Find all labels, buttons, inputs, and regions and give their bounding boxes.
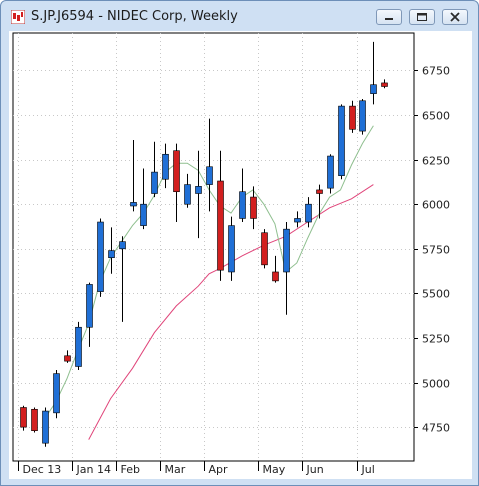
x-tick-label: May xyxy=(263,463,286,476)
candle-up xyxy=(206,166,213,185)
candle-up xyxy=(283,228,290,273)
title-bar[interactable]: S.JP.J6594 - NIDEC Corp, Weekly xyxy=(1,1,478,31)
candle-down xyxy=(381,82,388,87)
y-tick-label: 4750 xyxy=(422,422,450,435)
x-tick-label: Dec 13 xyxy=(23,463,62,476)
x-tick-label: Apr xyxy=(209,463,229,476)
candle-up xyxy=(338,105,345,176)
candle-down xyxy=(173,150,180,193)
candlestick-chart[interactable]: 4750 5000 5250 5500 5750 6000 6250 6500 6750 Dec … xyxy=(9,31,472,479)
y-tick-label: 5500 xyxy=(422,288,450,301)
candle-down xyxy=(316,189,323,194)
candle-up xyxy=(239,191,246,219)
candle-down xyxy=(261,232,268,266)
candle-up xyxy=(195,186,202,194)
candle-down xyxy=(31,408,38,431)
candle-up xyxy=(108,250,115,258)
y-tick-label: 6500 xyxy=(422,110,450,123)
candlestick-app-icon xyxy=(11,10,25,24)
candle-up xyxy=(42,410,49,444)
candle-up xyxy=(228,225,235,273)
y-tick-label: 6750 xyxy=(422,65,450,78)
candle-up xyxy=(130,202,137,207)
candle-up xyxy=(327,155,334,189)
x-tick-label: Mar xyxy=(165,463,186,476)
y-tick-label: 6000 xyxy=(422,199,450,212)
candle-up xyxy=(97,221,104,292)
candle-up xyxy=(140,203,147,226)
close-button[interactable] xyxy=(442,9,468,25)
candle-down xyxy=(349,105,356,130)
window-title: S.JP.J6594 - NIDEC Corp, Weekly xyxy=(31,9,238,24)
candle-up xyxy=(75,326,82,367)
y-tick-label: 5000 xyxy=(422,378,450,391)
candle-down xyxy=(250,196,257,219)
y-tick-label: 6250 xyxy=(422,155,450,168)
candle-up xyxy=(370,84,377,94)
close-icon xyxy=(450,12,460,22)
candle-down xyxy=(272,271,279,282)
candle-up xyxy=(184,184,191,205)
chart-area[interactable]: 4750 5000 5250 5500 5750 6000 6250 6500 6750 Dec … xyxy=(9,31,472,479)
plot-frame xyxy=(12,32,415,462)
candle-up xyxy=(86,284,93,328)
x-tick-label: Jun xyxy=(306,463,324,476)
x-tick-label: Feb xyxy=(121,463,140,476)
maximize-icon xyxy=(417,13,427,21)
candle-up xyxy=(294,218,301,223)
candle-down xyxy=(217,180,224,271)
candle-up xyxy=(119,241,126,250)
x-tick-label: Jul xyxy=(361,463,375,476)
minimize-icon xyxy=(385,18,393,20)
candle-up xyxy=(162,153,169,180)
candle-up xyxy=(151,171,158,194)
candle-down xyxy=(20,407,27,428)
minimize-button[interactable] xyxy=(376,9,402,25)
candle-up xyxy=(53,373,60,414)
y-tick-label: 5750 xyxy=(422,244,450,257)
candle-up xyxy=(305,203,312,223)
maximize-button[interactable] xyxy=(409,9,435,25)
candle-up xyxy=(359,100,366,132)
y-tick-label: 5250 xyxy=(422,333,450,346)
candle-down xyxy=(64,355,71,362)
x-tick-label: Jan 14 xyxy=(76,463,111,476)
